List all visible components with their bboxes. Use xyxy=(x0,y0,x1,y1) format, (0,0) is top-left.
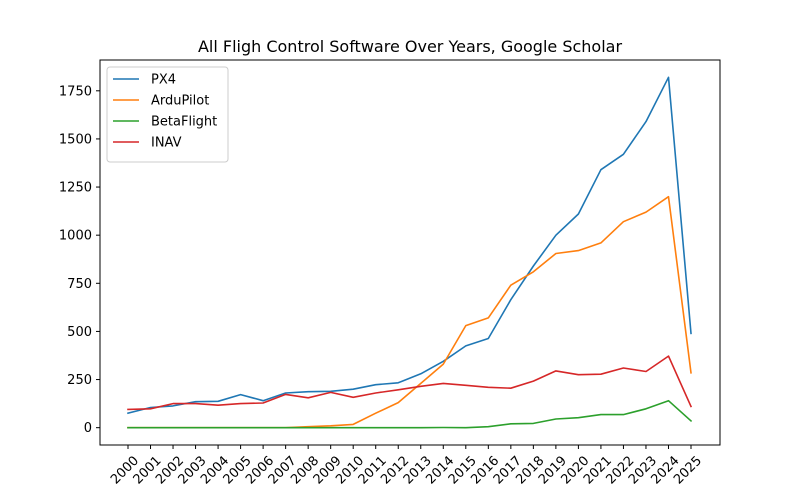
series-line-ardupilot xyxy=(127,195,692,429)
legend-box xyxy=(106,66,229,163)
series-line-px4 xyxy=(127,76,692,415)
y-tick-label: 1000 xyxy=(59,229,92,244)
legend-label: BetaFlight xyxy=(151,115,217,130)
y-tick-label: 1750 xyxy=(59,84,92,99)
y-tick-label: 1500 xyxy=(59,132,92,147)
axes-frame xyxy=(99,59,721,446)
chart-title: All Fligh Control Software Over Years, G… xyxy=(198,37,623,56)
y-tick-label: 0 xyxy=(84,421,92,436)
y-tick-label: 500 xyxy=(67,325,92,340)
legend: PX4 ArduPilot BetaFlight INAV xyxy=(106,66,229,163)
series-line-inav xyxy=(127,355,693,411)
y-tick-label: 1250 xyxy=(59,181,92,196)
y-tick-label: 750 xyxy=(67,277,92,292)
series-line-betaflight xyxy=(127,399,693,429)
legend-label: ArduPilot xyxy=(151,94,209,109)
y-tick-label: 250 xyxy=(67,373,92,388)
legend-label: INAV xyxy=(151,136,182,151)
legend-label: PX4 xyxy=(151,73,176,88)
